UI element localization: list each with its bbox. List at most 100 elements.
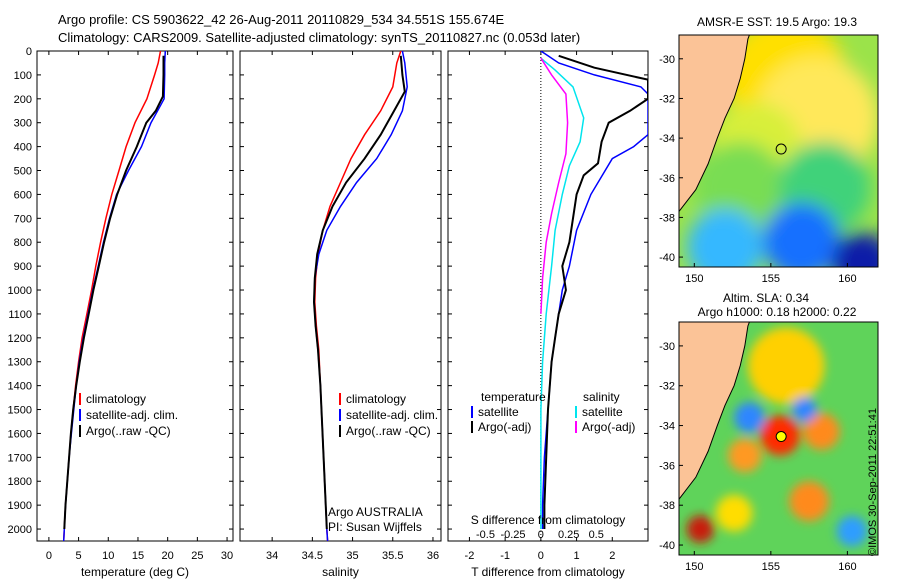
difference-xtick-label: -1	[500, 550, 510, 562]
temperature-series-group	[62, 51, 167, 541]
salinity-axes-box	[239, 50, 442, 542]
difference-xlabel: T difference from climatology	[471, 565, 625, 579]
depth-tick-label: 1500	[8, 405, 32, 417]
difference-xtick-label: 1	[574, 550, 580, 562]
sst-ytick-label: -34	[659, 133, 675, 145]
climatology-title: Climatology: CARS2009. Satellite-adjuste…	[58, 30, 581, 45]
difference-xtick-label: 2	[609, 550, 615, 562]
depth-tick-label: 0	[26, 46, 32, 58]
diff-legend-title-temperature: temperature	[481, 390, 546, 404]
depth-tick-label: 200	[14, 94, 32, 106]
depth-tick-label: 100	[14, 70, 32, 82]
sla-field-blob	[715, 494, 753, 532]
salinity-series-group	[312, 51, 408, 541]
sla-field-blob	[789, 481, 830, 522]
depth-tick-label: 1200	[8, 333, 32, 345]
depth-tick-label: 1000	[8, 285, 32, 297]
depth-tick-label: 1900	[8, 500, 32, 512]
sst-field-blob	[832, 232, 878, 267]
temperature-xtick-label: 10	[102, 550, 114, 562]
sla-ytick-label: -38	[659, 500, 675, 512]
sst-map: 150 155 160 -30 -32 -34 -36 -38 -40	[659, 34, 879, 285]
depth-tick-label: 1100	[8, 309, 32, 321]
sla-xtick-label: 160	[838, 561, 856, 573]
salinity-legend-label: climatology	[346, 392, 406, 406]
sst-ytick-label: -30	[659, 54, 675, 66]
imos-timestamp: ©IMOS 30-Sep-2011 22:51:41	[867, 408, 879, 556]
pi-label: PI: Susan Wijffels	[328, 520, 422, 534]
sla-field-blob	[686, 515, 715, 543]
sdiff-tick-label: 0	[538, 529, 544, 541]
sst-field	[679, 35, 878, 267]
sst-field-blob	[763, 202, 840, 267]
salinity-xtick-label: 35.5	[382, 550, 403, 562]
temperature-xtick-label: 20	[162, 550, 174, 562]
difference-series-group	[540, 51, 648, 529]
sla-field-blob	[836, 515, 868, 547]
sla-field-blob	[802, 413, 840, 450]
diff-legend-label: satellite	[478, 405, 519, 419]
temperature-legend-label: satellite-adj. clim.	[86, 408, 178, 422]
depth-tick-label: 300	[14, 118, 32, 130]
depth-tick-label: 800	[14, 237, 32, 249]
sst-ytick-label: -32	[659, 93, 675, 105]
depth-tick-label: 1300	[8, 357, 32, 369]
profile-title: Argo profile: CS 5903622_42 26-Aug-2011 …	[58, 12, 505, 27]
sla-map: 150 155 160 -30 -32 -34 -36 -38 -40	[659, 321, 879, 573]
depth-tick-label: 700	[14, 213, 32, 225]
sst-field-blobs	[686, 35, 878, 267]
temperature-xlabel: temperature (deg C)	[81, 565, 189, 579]
sla-land	[679, 322, 750, 500]
sla-field-blob	[747, 327, 825, 405]
sdiff-tick-label: -0.5	[476, 529, 495, 541]
sla-map-title: Altim. SLA: 0.34	[723, 291, 809, 305]
sst-coastline	[679, 35, 750, 212]
depth-tick-label: 1400	[8, 381, 32, 393]
sst-map-title: AMSR-E SST: 19.5 Argo: 19.3	[697, 15, 857, 29]
difference-series-2	[540, 57, 585, 529]
temperature-series-2	[63, 55, 165, 530]
sst-ytick-label: -36	[659, 173, 675, 185]
sst-map-frame	[678, 34, 879, 268]
temperature-xtick-label: 15	[132, 550, 144, 562]
sla-argo-marker	[775, 431, 787, 443]
sst-xtick-label: 160	[838, 273, 856, 285]
sla-coastline	[679, 322, 750, 500]
sst-land	[679, 35, 750, 212]
sdiff-label: S difference from climatology	[471, 513, 626, 527]
sla-ytick-label: -34	[659, 421, 675, 433]
salinity-xtick-label: 35	[346, 550, 358, 562]
sla-ytick-label: -40	[659, 540, 675, 552]
sdiff-tick-label: -0.25	[500, 529, 525, 541]
depth-tick-label: 1700	[8, 452, 32, 464]
depth-tick-label: 500	[14, 166, 32, 178]
sdiff-tick-label: 0.25	[558, 529, 579, 541]
salinity-xtick-label: 34.5	[302, 550, 323, 562]
sst-xtick-label: 155	[762, 273, 780, 285]
salinity-panel: 34 34.5 35 35.5 36 salinity climatology satelli…	[239, 50, 442, 579]
sla-field-blob	[792, 397, 817, 422]
argo-owner-label: Argo AUSTRALIA	[328, 505, 423, 519]
sst-ytick-label: -38	[659, 212, 675, 224]
diff-legend-label: Argo(-adj)	[582, 420, 635, 434]
sst-argo-marker	[775, 143, 787, 155]
difference-panel: -2 -1 0 1 2 T difference from climatology -0.5…	[447, 50, 649, 579]
sla-field-blob	[734, 402, 765, 433]
salinity-series-2	[312, 55, 406, 530]
temperature-legend-label: climatology	[86, 392, 146, 406]
difference-xtick-label: -2	[465, 550, 475, 562]
sla-map-subtitle: Argo h1000: 0.18 h2000: 0.22	[698, 305, 857, 319]
depth-tick-label: 2000	[8, 524, 32, 536]
temperature-xtick-label: 30	[221, 550, 233, 562]
salinity-xtick-label: 34	[266, 550, 278, 562]
diff-legend-label: Argo(-adj)	[478, 420, 531, 434]
sla-xtick-label: 155	[762, 561, 780, 573]
depth-tick-label: 1800	[8, 476, 32, 488]
sla-xtick-label: 150	[685, 561, 703, 573]
temperature-panel: 0100200300400500600700800900100011001200…	[8, 46, 234, 579]
sla-field-blobs	[686, 327, 868, 547]
temperature-legend-label: Argo(..raw -QC)	[86, 424, 171, 438]
depth-tick-label: 600	[14, 189, 32, 201]
temperature-xtick-label: 25	[191, 550, 203, 562]
